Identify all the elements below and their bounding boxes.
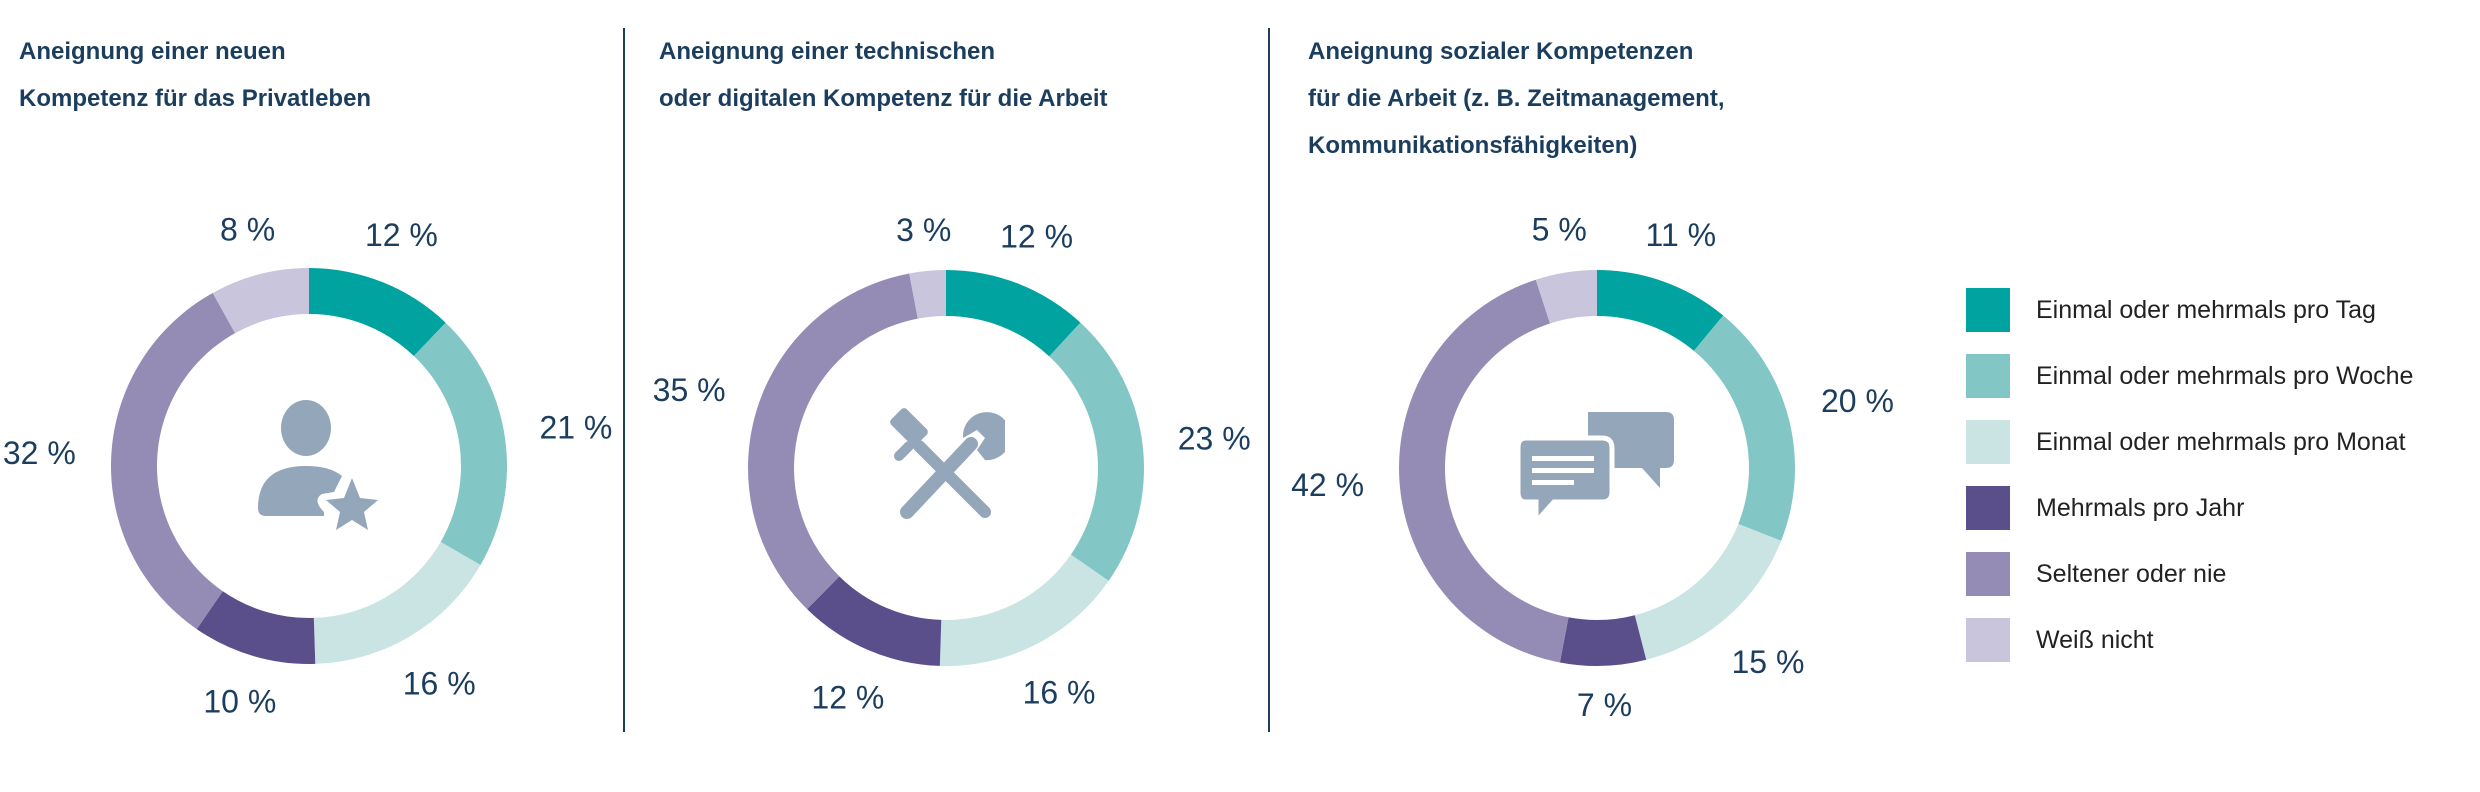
data-label: 7 % — [1577, 687, 1632, 723]
data-label: 11 % — [1646, 217, 1717, 253]
donut-segment — [413, 322, 508, 565]
legend-item: Weiß nicht — [1966, 607, 2413, 673]
chart-3-title-line: Aneignung sozialer Kompetenzen — [1308, 38, 1694, 65]
legend: Einmal oder mehrmals pro Tag Einmal oder… — [1966, 277, 2413, 673]
data-label: 42 % — [1291, 467, 1364, 503]
donut-segment — [748, 273, 918, 610]
chart-1-title-line: Kompetenz für das Privatleben — [19, 85, 372, 112]
donut-segment — [807, 576, 942, 666]
donut-segment — [196, 591, 316, 664]
tools-icon — [890, 408, 1005, 519]
chart-1-title-line: Aneignung einer neuen — [19, 38, 286, 65]
donut-segment — [1634, 523, 1782, 660]
chart-3-title-line: Kommunikationsfähigkeiten) — [1308, 132, 1638, 159]
legend-label: Einmal oder mehrmals pro Woche — [2036, 361, 2414, 390]
chart-3-title: Aneignung sozialer Kompetenzen für die A… — [1308, 28, 1725, 169]
data-label: 32 % — [3, 435, 76, 471]
donut-segment — [1399, 279, 1569, 663]
donut-segment — [1535, 270, 1597, 324]
data-label: 5 % — [1532, 212, 1587, 248]
legend-item: Mehrmals pro Jahr — [1966, 475, 2413, 541]
chart-1-title: Aneignung einer neuen Kompetenz für das … — [19, 28, 371, 122]
legend-label: Einmal oder mehrmals pro Monat — [2036, 427, 2406, 456]
legend-swatch — [1966, 420, 2010, 464]
donut-segment — [1693, 315, 1795, 541]
donut-segment — [946, 270, 1081, 357]
donut-segment — [313, 542, 481, 664]
data-label: 20 % — [1821, 383, 1894, 419]
legend-item: Einmal oder mehrmals pro Woche — [1966, 343, 2413, 409]
legend-swatch — [1966, 618, 2010, 662]
data-label: 16 % — [403, 665, 476, 701]
data-label: 12 % — [1000, 219, 1073, 255]
data-label: 12 % — [811, 679, 884, 715]
legend-label: Seltener oder nie — [2036, 559, 2227, 588]
legend-swatch — [1966, 354, 2010, 398]
divider — [623, 28, 625, 732]
legend-label: Einmal oder mehrmals pro Tag — [2036, 295, 2376, 324]
donut-segment — [212, 268, 309, 334]
legend-item: Einmal oder mehrmals pro Tag — [1966, 277, 2413, 343]
legend-item: Einmal oder mehrmals pro Monat — [1966, 409, 2413, 475]
chart-2-title-line: Aneignung einer technischen — [659, 38, 996, 65]
data-label: 10 % — [203, 684, 276, 720]
divider — [1268, 28, 1270, 732]
data-label: 12 % — [365, 217, 438, 253]
data-label: 3 % — [896, 212, 951, 248]
donut-segment — [1559, 615, 1647, 666]
chart-3-title-line: für die Arbeit (z. B. Zeitmanagement, — [1308, 85, 1725, 112]
donut-segment — [110, 292, 236, 630]
legend-swatch — [1966, 486, 2010, 530]
legend-swatch — [1966, 552, 2010, 596]
data-label: 8 % — [220, 211, 275, 247]
donut-segment — [1049, 322, 1145, 581]
chart-2-title: Aneignung einer technischen oder digital… — [659, 28, 1107, 122]
data-label: 21 % — [539, 410, 612, 446]
chart-2-title-line: oder digitalen Kompetenz für die Arbeit — [659, 85, 1108, 112]
speech-bubbles-icon — [1518, 412, 1674, 528]
donut-segment — [909, 270, 946, 319]
data-label: 16 % — [1023, 674, 1096, 710]
legend-item: Seltener oder nie — [1966, 541, 2413, 607]
person-star-icon — [258, 400, 378, 530]
legend-label: Mehrmals pro Jahr — [2036, 493, 2245, 522]
data-label: 35 % — [653, 372, 726, 408]
legend-label: Weiß nicht — [2036, 625, 2154, 654]
data-label: 15 % — [1731, 644, 1804, 680]
legend-swatch — [1966, 288, 2010, 332]
donut-segment — [939, 554, 1109, 666]
data-label: 23 % — [1178, 421, 1251, 457]
donut-segment — [309, 268, 446, 356]
donut-segment — [1597, 270, 1724, 351]
